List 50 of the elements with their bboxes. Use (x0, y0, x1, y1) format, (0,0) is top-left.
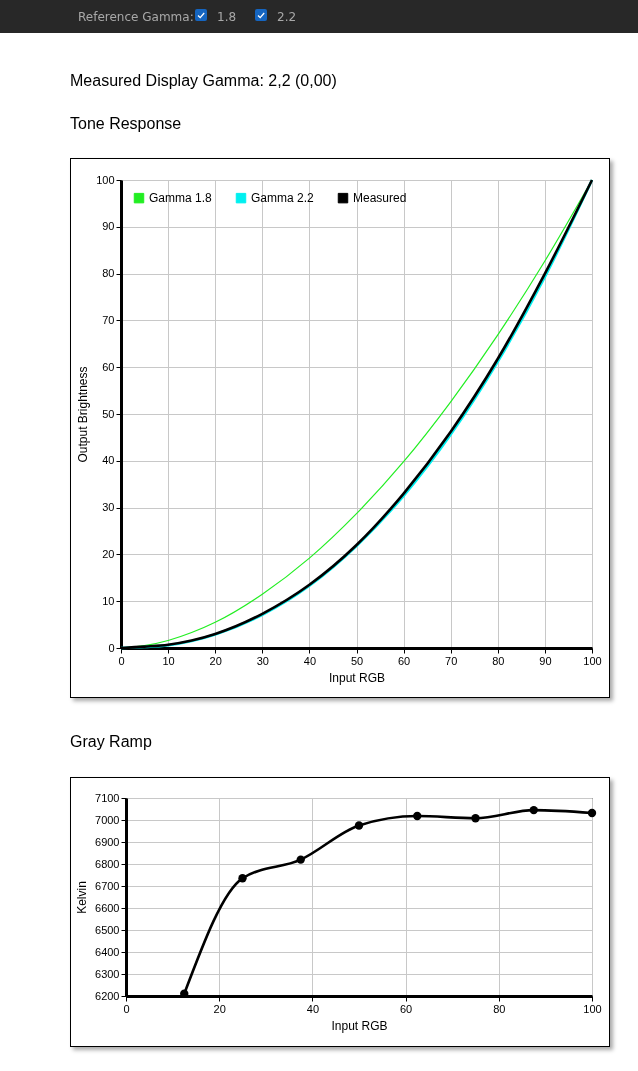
x-tick-label: 80 (493, 1002, 506, 1015)
text: 1.8 (217, 10, 237, 24)
x-tick-label: 40 (303, 654, 317, 667)
y-tick-label: 60 (102, 360, 115, 373)
x-tick-label: 60 (397, 654, 411, 667)
x-tick-label: 90 (539, 654, 552, 667)
y-tick-label: 40 (102, 454, 115, 467)
x-tick-label: 40 (306, 1002, 320, 1015)
y-tick-label: 6500 (95, 923, 120, 936)
y-tick-label: 6800 (95, 857, 120, 870)
y-tick-label: 10 (102, 594, 115, 607)
x-tick-label: 80 (492, 654, 505, 667)
y-tick-label: 0 (108, 641, 115, 654)
x-tick-label: 20 (213, 1002, 226, 1015)
y-tick-label: 6700 (95, 879, 120, 892)
y-tick-label: 6400 (95, 945, 120, 958)
legend-label: Measured (353, 191, 407, 206)
x-tick-label: 20 (209, 654, 222, 667)
y-tick-label: 50 (102, 407, 115, 420)
y-axis-title: Kelvin (75, 881, 90, 914)
x-tick-label: 30 (256, 654, 269, 667)
x-tick-label: 0 (123, 1002, 130, 1015)
x-tick-label: 10 (162, 654, 175, 667)
y-tick-label: 6900 (95, 835, 120, 848)
y-tick-label: 20 (102, 547, 115, 560)
text: 2.2 (277, 10, 297, 24)
x-axis-title: Input RGB (328, 670, 386, 685)
legend-label: Gamma 2.2 (251, 191, 315, 206)
y-tick-label: 6600 (95, 901, 120, 914)
chart-title: Tone Response (70, 115, 182, 133)
y-tick-label: 90 (102, 220, 115, 233)
x-tick-label: 60 (399, 1002, 413, 1015)
x-tick-label: 50 (350, 654, 364, 667)
y-tick-label: 7100 (95, 791, 120, 804)
text: Measured Display Gamma: 2,2 (0,00) (70, 72, 337, 90)
y-tick-label: 80 (102, 267, 115, 280)
chart-title: Gray Ramp (70, 733, 152, 751)
text: Reference Gamma: (78, 10, 194, 24)
y-tick-label: 6300 (95, 967, 120, 980)
x-tick-label: 70 (445, 654, 458, 667)
y-tick-label: 7000 (95, 813, 120, 826)
y-tick-label: 70 (102, 313, 115, 326)
y-axis-title: Output Brightness (76, 366, 91, 463)
x-tick-label: 100 (583, 1002, 602, 1015)
y-tick-label: 6200 (95, 989, 120, 1002)
y-tick-label: 100 (96, 173, 115, 186)
x-axis-title: Input RGB (331, 1018, 388, 1033)
legend-label: Gamma 1.8 (149, 191, 213, 206)
y-tick-label: 30 (102, 501, 115, 514)
x-tick-label: 100 (583, 654, 602, 667)
